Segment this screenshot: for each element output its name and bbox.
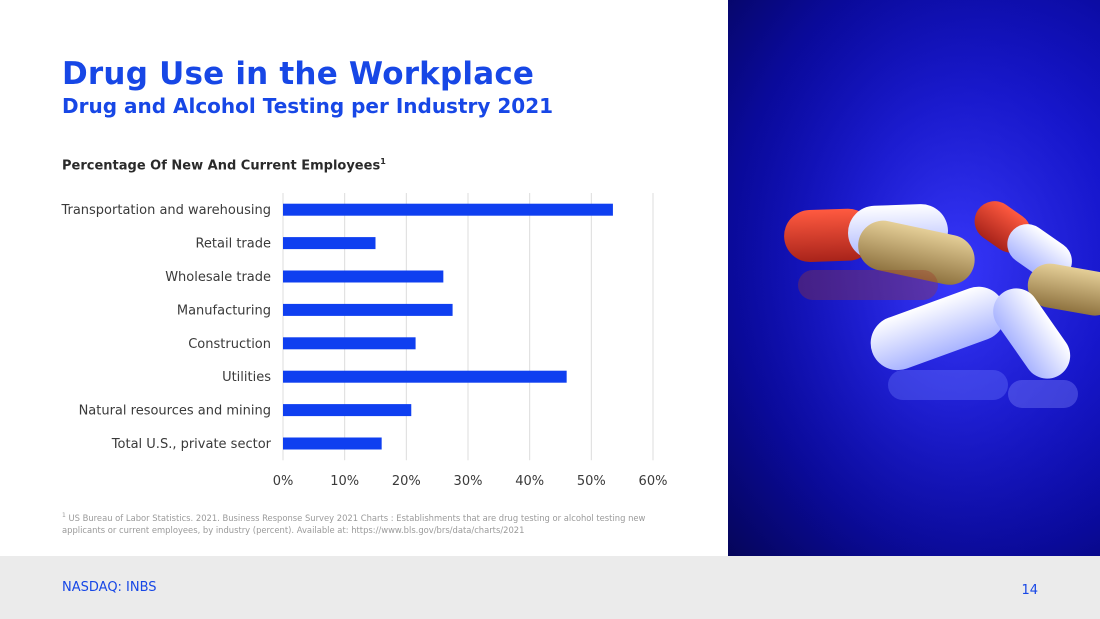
bar	[283, 237, 376, 250]
chart-heading: Percentage Of New And Current Employees1	[62, 157, 386, 173]
x-tick-label: 50%	[577, 474, 606, 489]
pills-photo	[728, 0, 1100, 556]
y-category-label: Manufacturing	[177, 303, 271, 318]
chart-heading-footnote-marker: 1	[380, 157, 386, 166]
y-category-label: Natural resources and mining	[79, 404, 271, 419]
footnote-marker: 1	[62, 512, 66, 519]
capsule-white-right	[993, 288, 1071, 379]
x-tick-label: 30%	[454, 474, 483, 489]
capsule-tan-right	[1027, 263, 1100, 316]
slide-title: Drug Use in the Workplace	[62, 56, 535, 92]
footer-bar: NASDAQ: INBS 14	[0, 556, 1100, 619]
page-number: 14	[1021, 583, 1038, 598]
bar	[283, 203, 613, 216]
capsule-tan	[858, 220, 975, 285]
bar	[283, 404, 412, 417]
y-category-label: Utilities	[222, 370, 271, 385]
x-tick-label: 10%	[330, 474, 359, 489]
x-tick-label: 20%	[392, 474, 421, 489]
chart-heading-text: Percentage Of New And Current Employees	[62, 158, 381, 174]
bar	[283, 437, 382, 450]
y-category-label: Wholesale trade	[165, 270, 271, 285]
bar	[283, 337, 416, 350]
x-tick-label: 40%	[515, 474, 544, 489]
bar	[283, 303, 453, 316]
x-tick-label: 0%	[273, 474, 294, 489]
footnote-text: US Bureau of Labor Statistics. 2021. Bus…	[62, 512, 646, 535]
y-category-label: Total U.S., private sector	[111, 437, 272, 452]
bar	[283, 370, 567, 383]
y-category-label: Retail trade	[195, 237, 271, 252]
x-tick-label: 60%	[639, 474, 668, 489]
footer-ticker: NASDAQ: INBS	[62, 580, 157, 595]
bar	[283, 270, 444, 283]
footnote: 1 US Bureau of Labor Statistics. 2021. B…	[62, 510, 682, 536]
bar-chart: 0% 10% 20% 30% 40% 50% 60% Transportation and w…	[60, 193, 668, 489]
slide-subtitle: Drug and Alcohol Testing per Industry 20…	[62, 94, 554, 118]
y-category-label: Transportation and warehousing	[60, 203, 271, 218]
y-category-label: Construction	[188, 337, 271, 352]
capsule-white-front	[870, 286, 1006, 371]
pills-illustration	[728, 0, 1100, 556]
